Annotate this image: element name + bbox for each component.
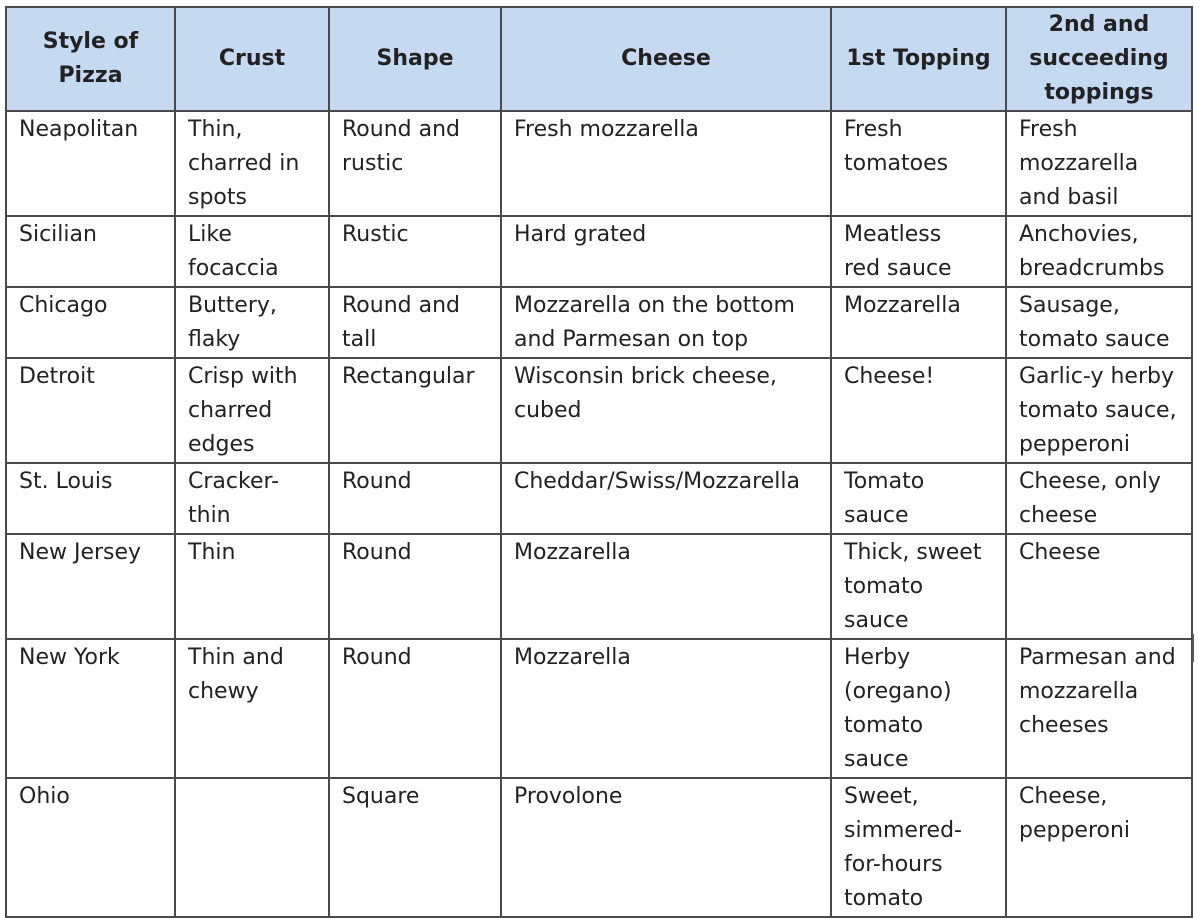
table-row: New Jersey Thin Round Mozzarella Thick, …	[5, 533, 1193, 640]
table-row: Chicago Buttery, flaky Round and tall Mo…	[5, 286, 1193, 359]
cell-cheese: Wisconsin brick cheese, cubed	[500, 357, 832, 464]
cell-cheese: Fresh mozzarella	[500, 110, 832, 217]
cell-2nd-toppings: Garlic-y herby tomato sauce, pepperoni	[1005, 357, 1193, 464]
table-row: New York Thin and chewy Round Mozzarella…	[5, 638, 1193, 779]
cell-2nd-toppings: Cheese	[1005, 533, 1193, 640]
table-row: Detroit Crisp with charred edges Rectang…	[5, 357, 1193, 464]
cell-shape: Round and rustic	[328, 110, 502, 217]
header-cheese: Cheese	[500, 6, 832, 112]
table-row: St. Louis Cracker- thin Round Cheddar/Sw…	[5, 462, 1193, 535]
cell-style: Detroit	[5, 357, 176, 464]
cell-2nd-toppings: Parmesan and mozzarella cheeses	[1005, 638, 1193, 779]
cell-cheese: Mozzarella	[500, 533, 832, 640]
cell-cheese: Mozzarella	[500, 638, 832, 779]
cell-2nd-toppings: Cheese, only cheese	[1005, 462, 1193, 535]
cell-2nd-toppings: Cheese, pepperoni	[1005, 777, 1193, 918]
cell-1st-topping: Herby (oregano) tomato sauce	[830, 638, 1007, 779]
cell-style: New York	[5, 638, 176, 779]
header-2nd-toppings: 2nd and succeeding toppings	[1005, 6, 1193, 112]
cell-cheese: Cheddar/Swiss/Mozzarella	[500, 462, 832, 535]
cell-shape: Round and tall	[328, 286, 502, 359]
cell-shape: Square	[328, 777, 502, 918]
cell-1st-topping: Mozzarella	[830, 286, 1007, 359]
cell-style: St. Louis	[5, 462, 176, 535]
cell-shape: Round	[328, 462, 502, 535]
cell-cheese: Hard grated	[500, 215, 832, 288]
cell-cheese: Mozzarella on the bottom and Parmesan on…	[500, 286, 832, 359]
cell-style: Sicilian	[5, 215, 176, 288]
cell-1st-topping: Thick, sweet tomato sauce	[830, 533, 1007, 640]
cell-crust	[174, 777, 330, 918]
cell-shape: Rustic	[328, 215, 502, 288]
table-row: Neapolitan Thin, charred in spots Round …	[5, 110, 1193, 217]
table-row: Ohio Square Provolone Sweet, simmered- f…	[5, 777, 1193, 918]
pizza-styles-table: Style of Pizza Crust Shape Cheese 1st To…	[5, 6, 1193, 918]
cell-1st-topping: Sweet, simmered- for-hours tomato	[830, 777, 1007, 918]
cell-shape: Round	[328, 533, 502, 640]
cell-1st-topping: Cheese!	[830, 357, 1007, 464]
header-crust: Crust	[174, 6, 330, 112]
header-1st-topping: 1st Topping	[830, 6, 1007, 112]
pizza-styles-table-container: Style of Pizza Crust Shape Cheese 1st To…	[5, 6, 1193, 918]
cell-2nd-toppings: Fresh mozzarella and basil	[1005, 110, 1193, 217]
cell-shape: Rectangular	[328, 357, 502, 464]
cell-2nd-toppings: Anchovies, breadcrumbs	[1005, 215, 1193, 288]
cell-crust: Buttery, flaky	[174, 286, 330, 359]
cell-shape: Round	[328, 638, 502, 779]
cell-style: New Jersey	[5, 533, 176, 640]
header-row: Style of Pizza Crust Shape Cheese 1st To…	[5, 6, 1193, 112]
cell-cheese: Provolone	[500, 777, 832, 918]
cell-1st-topping: Fresh tomatoes	[830, 110, 1007, 217]
text-cursor-mark	[1192, 634, 1194, 662]
cell-crust: Thin, charred in spots	[174, 110, 330, 217]
cell-2nd-toppings: Sausage, tomato sauce	[1005, 286, 1193, 359]
header-shape: Shape	[328, 6, 502, 112]
cell-crust: Like focaccia	[174, 215, 330, 288]
cell-crust: Thin and chewy	[174, 638, 330, 779]
cell-crust: Thin	[174, 533, 330, 640]
cell-crust: Crisp with charred edges	[174, 357, 330, 464]
cell-style: Neapolitan	[5, 110, 176, 217]
cell-crust: Cracker- thin	[174, 462, 330, 535]
cell-1st-topping: Tomato sauce	[830, 462, 1007, 535]
cell-style: Ohio	[5, 777, 176, 918]
cell-1st-topping: Meatless red sauce	[830, 215, 1007, 288]
header-style-of-pizza: Style of Pizza	[5, 6, 176, 112]
table-row: Sicilian Like focaccia Rustic Hard grate…	[5, 215, 1193, 288]
cell-style: Chicago	[5, 286, 176, 359]
